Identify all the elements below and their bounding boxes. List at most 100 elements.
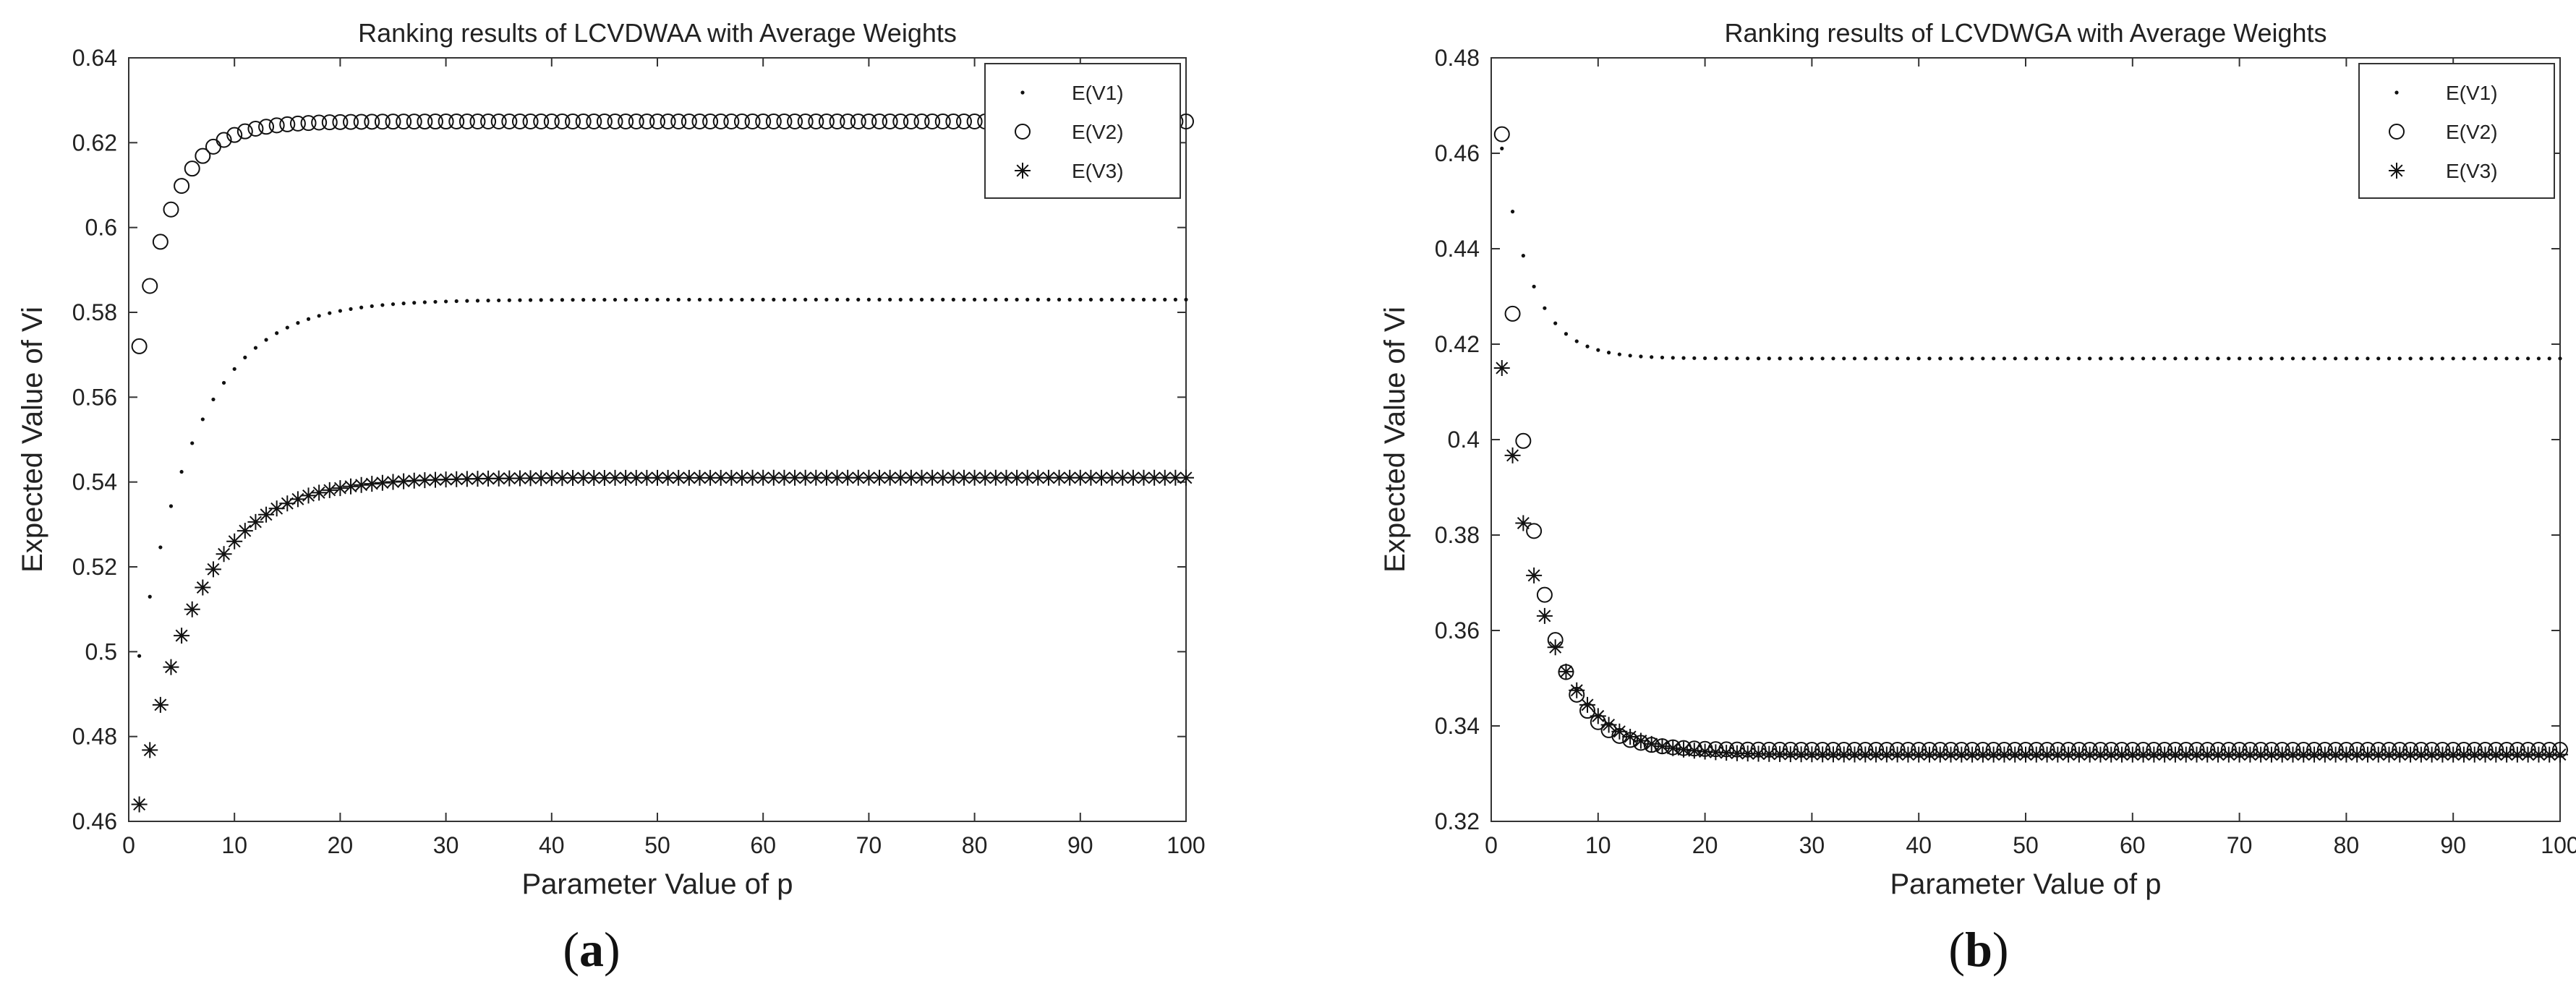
point-E(V1)-p3: [158, 545, 163, 550]
point-E(V1)-p45: [1970, 356, 1974, 361]
point-E(V3)-p75: [2285, 746, 2301, 763]
point-E(V2)-p17: [300, 115, 317, 132]
point-E(V2)-p6: [184, 161, 200, 177]
point-E(V3)-p82: [987, 469, 1004, 486]
point-E(V3)-p24: [374, 474, 391, 491]
legend: E(V1) E(V2) E(V3): [2358, 63, 2555, 199]
point-E(V2)-p49: [639, 114, 655, 130]
point-E(V1)-p76: [930, 297, 934, 302]
point-E(V3)-p56: [712, 469, 729, 486]
point-E(V1)-p94: [2494, 356, 2498, 361]
point-E(V3)-p78: [945, 469, 962, 486]
point-E(V3)-p58: [733, 469, 750, 486]
point-E(V1)-p4: [1532, 284, 1536, 288]
point-E(V1)-p67: [835, 297, 840, 302]
y-tick-label: 0.32: [1435, 808, 1480, 834]
point-E(V1)-p87: [2419, 356, 2423, 361]
point-E(V3)-p44: [586, 469, 602, 486]
y-tick-label: 0.62: [72, 129, 117, 155]
series-E(V1): [137, 297, 1188, 658]
point-E(V2)-p44: [586, 114, 602, 130]
point-E(V3)-p85: [2392, 746, 2408, 763]
point-E(V1)-p29: [1799, 356, 1804, 361]
legend: E(V1) E(V2) E(V3): [984, 63, 1181, 199]
point-E(V3)-p26: [396, 473, 412, 489]
point-E(V1)-p89: [1067, 297, 1072, 302]
point-E(V3)-p61: [765, 469, 782, 486]
point-E(V3)-p63: [2157, 746, 2173, 763]
point-E(V3)-p48: [1996, 746, 2013, 763]
point-E(V3)-p47: [1985, 746, 2002, 763]
x-tick-label: 40: [1906, 832, 1932, 858]
point-E(V2)-p70: [861, 114, 877, 129]
point-E(V2)-p64: [797, 114, 814, 129]
point-E(V1)-p50: [2023, 356, 2028, 361]
point-E(V1)-p43: [1948, 356, 1953, 361]
point-E(V3)-p89: [1062, 469, 1078, 486]
point-E(V2)-p57: [723, 114, 740, 130]
point-E(V1)-p21: [349, 307, 353, 311]
point-E(V3)-p67: [2199, 746, 2216, 763]
point-E(V1)-p77: [941, 297, 945, 302]
point-E(V3)-p42: [1932, 746, 1948, 763]
point-E(V1)-p39: [1906, 356, 1911, 361]
point-E(V2)-p3: [1515, 432, 1532, 449]
point-E(V3)-p59: [744, 469, 761, 486]
point-E(V3)-p29: [427, 471, 443, 488]
y-tick-label: 0.46: [72, 808, 117, 834]
point-E(V1)-p55: [708, 297, 712, 302]
point-E(V1)-p69: [2227, 356, 2231, 361]
x-tick-label: 50: [644, 832, 670, 858]
point-E(V1)-p30: [1809, 356, 1814, 361]
legend-label-E(V2): E(V2): [1072, 121, 1124, 143]
point-E(V1)-p26: [401, 302, 406, 306]
point-E(V1)-p27: [1778, 356, 1782, 361]
point-E(V3)-p20: [332, 480, 349, 497]
y-tick-label: 0.56: [72, 384, 117, 410]
point-E(V1)-p54: [697, 297, 702, 302]
point-E(V1)-p37: [1885, 356, 1889, 361]
point-E(V3)-p27: [1772, 745, 1788, 762]
point-E(V2)-p10: [226, 127, 243, 143]
point-E(V1)-p42: [1938, 356, 1942, 361]
point-E(V3)-p55: [2070, 746, 2087, 763]
point-E(V2)-p71: [871, 114, 888, 129]
point-E(V1)-p90: [2451, 356, 2455, 361]
point-E(V2)-p23: [364, 114, 380, 130]
x-tick-label: 0: [122, 832, 135, 858]
point-E(V1)-p31: [1820, 356, 1825, 361]
y-tick-label: 0.58: [72, 299, 117, 325]
point-E(V1)-p9: [1585, 344, 1590, 349]
y-tick-label: 0.44: [1435, 236, 1480, 262]
legend-marker-E(V1): [1020, 90, 1025, 95]
point-E(V2)-p66: [818, 114, 835, 129]
point-E(V3)-p27: [406, 472, 422, 489]
point-E(V1)-p62: [2151, 356, 2156, 361]
point-E(V1)-p96: [2515, 356, 2520, 361]
x-tick-label: 30: [1799, 832, 1825, 858]
point-E(V1)-p66: [2194, 356, 2199, 361]
point-E(V3)-p84: [1009, 469, 1025, 486]
point-E(V3)-p46: [607, 469, 623, 486]
point-E(V3)-p60: [2124, 746, 2141, 763]
point-E(V3)-p6: [184, 601, 200, 617]
point-E(V3)-p73: [2263, 746, 2279, 763]
point-E(V3)-p7: [1558, 663, 1574, 680]
point-E(V1)-p46: [613, 297, 618, 302]
legend-marker-E(V2): [2389, 124, 2405, 140]
legend-label-E(V1): E(V1): [1072, 82, 1124, 104]
point-E(V2)-p74: [903, 114, 919, 129]
point-E(V1)-p81: [2355, 356, 2359, 361]
chart-panel-b: Ranking results of LCVDWGA with Average …: [1379, 18, 2576, 977]
point-E(V3)-p51: [660, 469, 676, 486]
point-E(V3)-p45: [1964, 746, 1981, 763]
point-E(V1)-p39: [539, 298, 543, 302]
point-E(V1)-p77: [2312, 356, 2316, 361]
legend-label-E(V3): E(V3): [2446, 160, 2498, 182]
point-E(V3)-p74: [903, 469, 919, 486]
point-E(V3)-p69: [850, 469, 866, 486]
point-E(V1)-p4: [169, 504, 174, 508]
point-E(V3)-p20: [1697, 743, 1713, 760]
point-E(V2)-p30: [438, 114, 454, 130]
point-E(V1)-p86: [2408, 356, 2413, 361]
